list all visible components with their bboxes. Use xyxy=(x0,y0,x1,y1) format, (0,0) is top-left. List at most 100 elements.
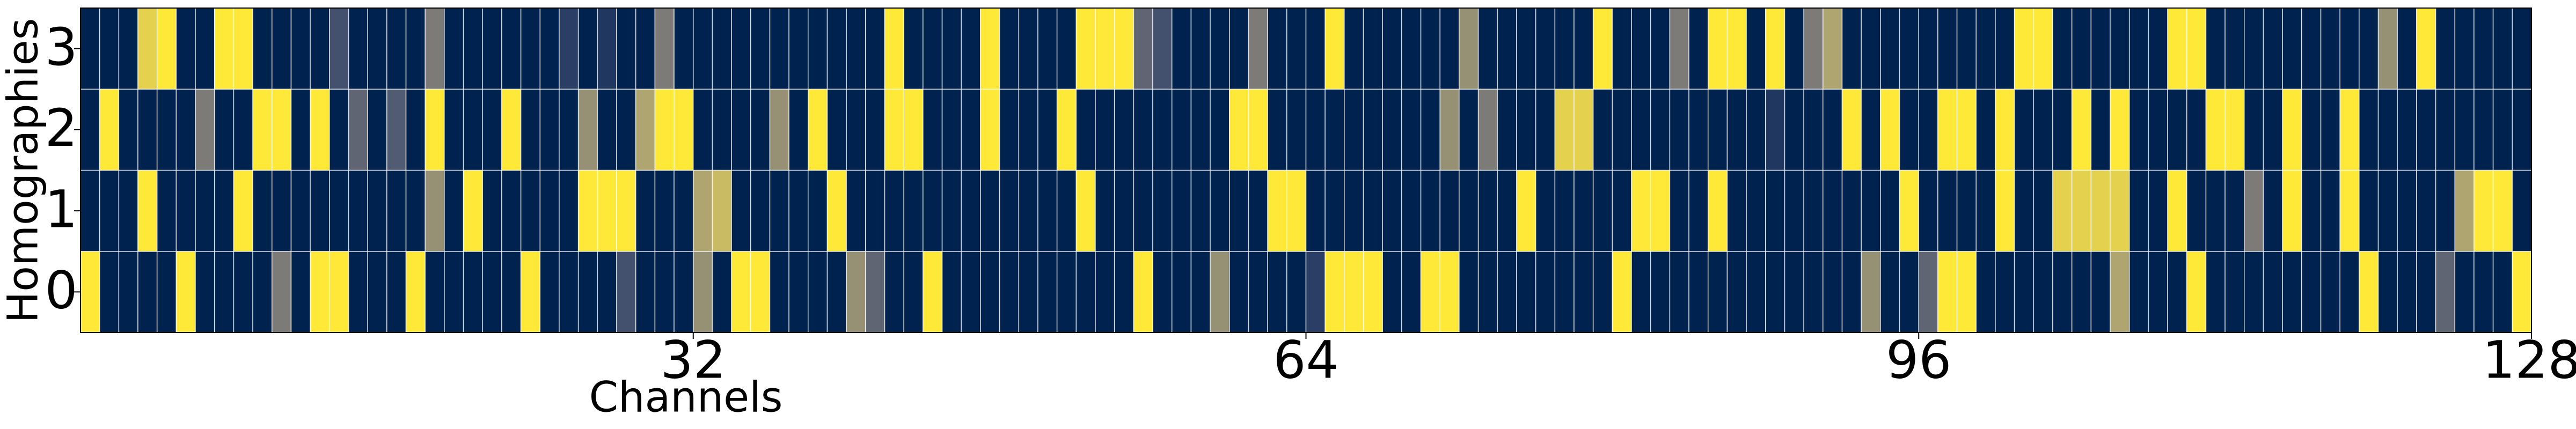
heatmap-cell xyxy=(1726,8,1747,90)
heatmap-cell xyxy=(1841,8,1862,90)
heatmap-cell xyxy=(1899,8,1920,90)
heatmap-cell xyxy=(826,169,847,252)
heatmap-cell xyxy=(1286,8,1307,90)
heatmap-cell xyxy=(903,169,924,252)
heatmap-cell xyxy=(1382,88,1402,171)
heatmap-cell xyxy=(2492,88,2513,171)
heatmap-cell xyxy=(923,8,943,90)
heatmap-cell xyxy=(195,8,215,90)
heatmap-cell xyxy=(1995,88,2015,171)
heatmap-cell xyxy=(2301,88,2322,171)
heatmap-cell xyxy=(1114,8,1135,90)
heatmap-cell xyxy=(923,169,943,252)
heatmap-cell xyxy=(425,8,445,90)
heatmap-cell xyxy=(99,8,120,90)
heatmap-cell xyxy=(1133,8,1153,90)
heatmap-cell xyxy=(2167,250,2187,333)
heatmap-cell xyxy=(2244,88,2264,171)
heatmap-cell xyxy=(2492,250,2513,333)
heatmap-cell xyxy=(2244,8,2264,90)
heatmap-cell xyxy=(750,169,771,252)
heatmap-cell xyxy=(1228,88,1249,171)
heatmap-cell xyxy=(99,169,120,252)
heatmap-cell xyxy=(2416,88,2436,171)
heatmap-cell xyxy=(2110,169,2130,252)
heatmap-cell xyxy=(1286,250,1307,333)
heatmap-cell xyxy=(1018,88,1038,171)
heatmap-cell xyxy=(175,250,196,333)
heatmap-cell xyxy=(1037,250,1058,333)
heatmap-cell xyxy=(1937,88,1958,171)
heatmap-cell xyxy=(2454,169,2475,252)
heatmap-cell xyxy=(1995,169,2015,252)
heatmap-cell xyxy=(2205,88,2226,171)
heatmap-cell xyxy=(1401,8,1422,90)
heatmap-cell xyxy=(2359,88,2379,171)
heatmap-cell xyxy=(118,169,138,252)
heatmap-cell xyxy=(1669,250,1689,333)
heatmap-cell xyxy=(1631,8,1651,90)
heatmap-cell xyxy=(980,250,1000,333)
heatmap-cell xyxy=(137,169,158,252)
heatmap-cell xyxy=(252,250,273,333)
heatmap-cell xyxy=(2512,169,2532,252)
heatmap-cell xyxy=(674,250,694,333)
heatmap-cell xyxy=(444,169,464,252)
heatmap-cell xyxy=(616,169,636,252)
heatmap-cell xyxy=(654,169,675,252)
heatmap-cell xyxy=(597,8,617,90)
heatmap-cell xyxy=(1324,250,1345,333)
heatmap-cell xyxy=(2052,169,2073,252)
heatmap-cell xyxy=(941,250,962,333)
heatmap-cell xyxy=(1726,250,1747,333)
heatmap-cell xyxy=(2205,250,2226,333)
heatmap-cell xyxy=(808,88,828,171)
heatmap-cell xyxy=(1975,169,1996,252)
heatmap-cell xyxy=(2320,88,2341,171)
heatmap-cell xyxy=(2377,88,2398,171)
heatmap-cell xyxy=(1746,250,1766,333)
heatmap-cell xyxy=(2435,88,2456,171)
heatmap-cell xyxy=(329,88,349,171)
heatmap-cell xyxy=(290,88,311,171)
heatmap-cell xyxy=(712,8,732,90)
heatmap-cell xyxy=(1784,8,1804,90)
y-tick-label: 1 xyxy=(45,179,77,239)
heatmap-cell xyxy=(846,169,866,252)
heatmap-cell xyxy=(1190,169,1211,252)
heatmap-cell xyxy=(1459,250,1479,333)
heatmap-cell xyxy=(674,88,694,171)
heatmap-cell xyxy=(2263,88,2283,171)
heatmap-cell xyxy=(1382,8,1402,90)
heatmap-cell xyxy=(2339,8,2360,90)
heatmap-cell xyxy=(1631,169,1651,252)
heatmap-cell xyxy=(233,8,253,90)
heatmap-cell xyxy=(1363,8,1384,90)
heatmap-cell xyxy=(1535,169,1556,252)
heatmap-cell xyxy=(1056,88,1077,171)
heatmap-cell xyxy=(1765,250,1785,333)
heatmap-cell xyxy=(2282,169,2302,252)
heatmap-cell xyxy=(1726,169,1747,252)
heatmap-cell xyxy=(1324,88,1345,171)
heatmap-cell xyxy=(520,8,541,90)
heatmap-cell xyxy=(674,169,694,252)
heatmap-cell xyxy=(2148,88,2168,171)
heatmap-cell xyxy=(1305,88,1326,171)
heatmap-cell xyxy=(941,88,962,171)
heatmap-cell xyxy=(425,88,445,171)
heatmap-cell xyxy=(425,169,445,252)
heatmap-cell xyxy=(1305,250,1326,333)
heatmap-cell xyxy=(1554,88,1575,171)
heatmap-cell xyxy=(1726,88,1747,171)
heatmap-cell xyxy=(1420,169,1441,252)
heatmap-cell xyxy=(559,8,579,90)
heatmap-cell xyxy=(1248,88,1268,171)
heatmap-cell xyxy=(1018,250,1038,333)
heatmap-cell xyxy=(329,8,349,90)
heatmap-cell xyxy=(482,8,502,90)
heatmap-cell xyxy=(2014,88,2035,171)
heatmap-cell xyxy=(654,88,675,171)
heatmap-cell xyxy=(2205,169,2226,252)
heatmap-cell xyxy=(1956,88,1977,171)
